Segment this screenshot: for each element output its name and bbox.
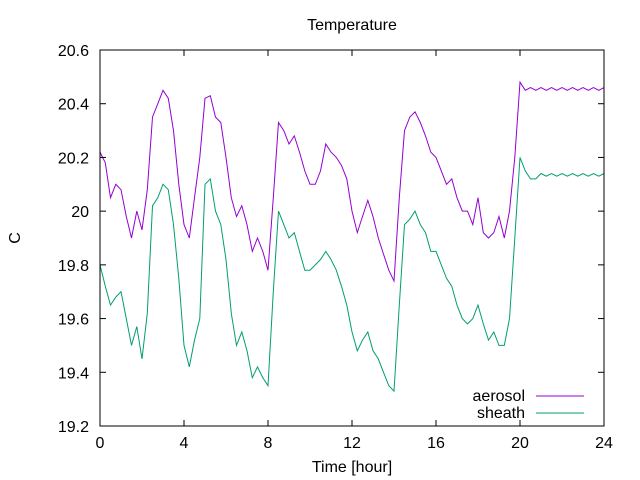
series-line-sheath [99, 157, 605, 393]
x-tick-label: 4 [180, 435, 189, 452]
plot-area [99, 80, 605, 393]
x-tick-label: 16 [427, 435, 445, 452]
y-tick-label: 20.4 [58, 97, 89, 114]
y-tick-label: 19.8 [58, 258, 89, 275]
y-tick-label: 19.4 [58, 365, 89, 382]
legend-label-aerosol: aerosol [473, 388, 525, 405]
x-tick-label: 24 [595, 435, 613, 452]
chart-title: Temperature [307, 17, 397, 34]
y-tick-label: 20.2 [58, 150, 89, 167]
x-axis-label: Time [hour] [312, 459, 392, 476]
x-tick-label: 12 [343, 435, 361, 452]
y-tick-label: 19.2 [58, 419, 89, 436]
series-line-aerosol [99, 80, 605, 283]
plot-frame [99, 49, 605, 427]
x-tick-label: 20 [511, 435, 529, 452]
y-axis-label: C [7, 232, 24, 244]
y-tick-label: 20.6 [58, 43, 89, 60]
y-tick-label: 20 [71, 204, 89, 221]
x-tick-label: 8 [264, 435, 273, 452]
axis-ticks: 0 4 8 12 16 20 24 19.2 19.4 19.6 19.8 20 20.2 20.4 20.… [58, 43, 613, 452]
y-tick-label: 19.6 [58, 312, 89, 329]
x-tick-label: 0 [96, 435, 105, 452]
legend-label-sheath: sheath [477, 405, 525, 422]
